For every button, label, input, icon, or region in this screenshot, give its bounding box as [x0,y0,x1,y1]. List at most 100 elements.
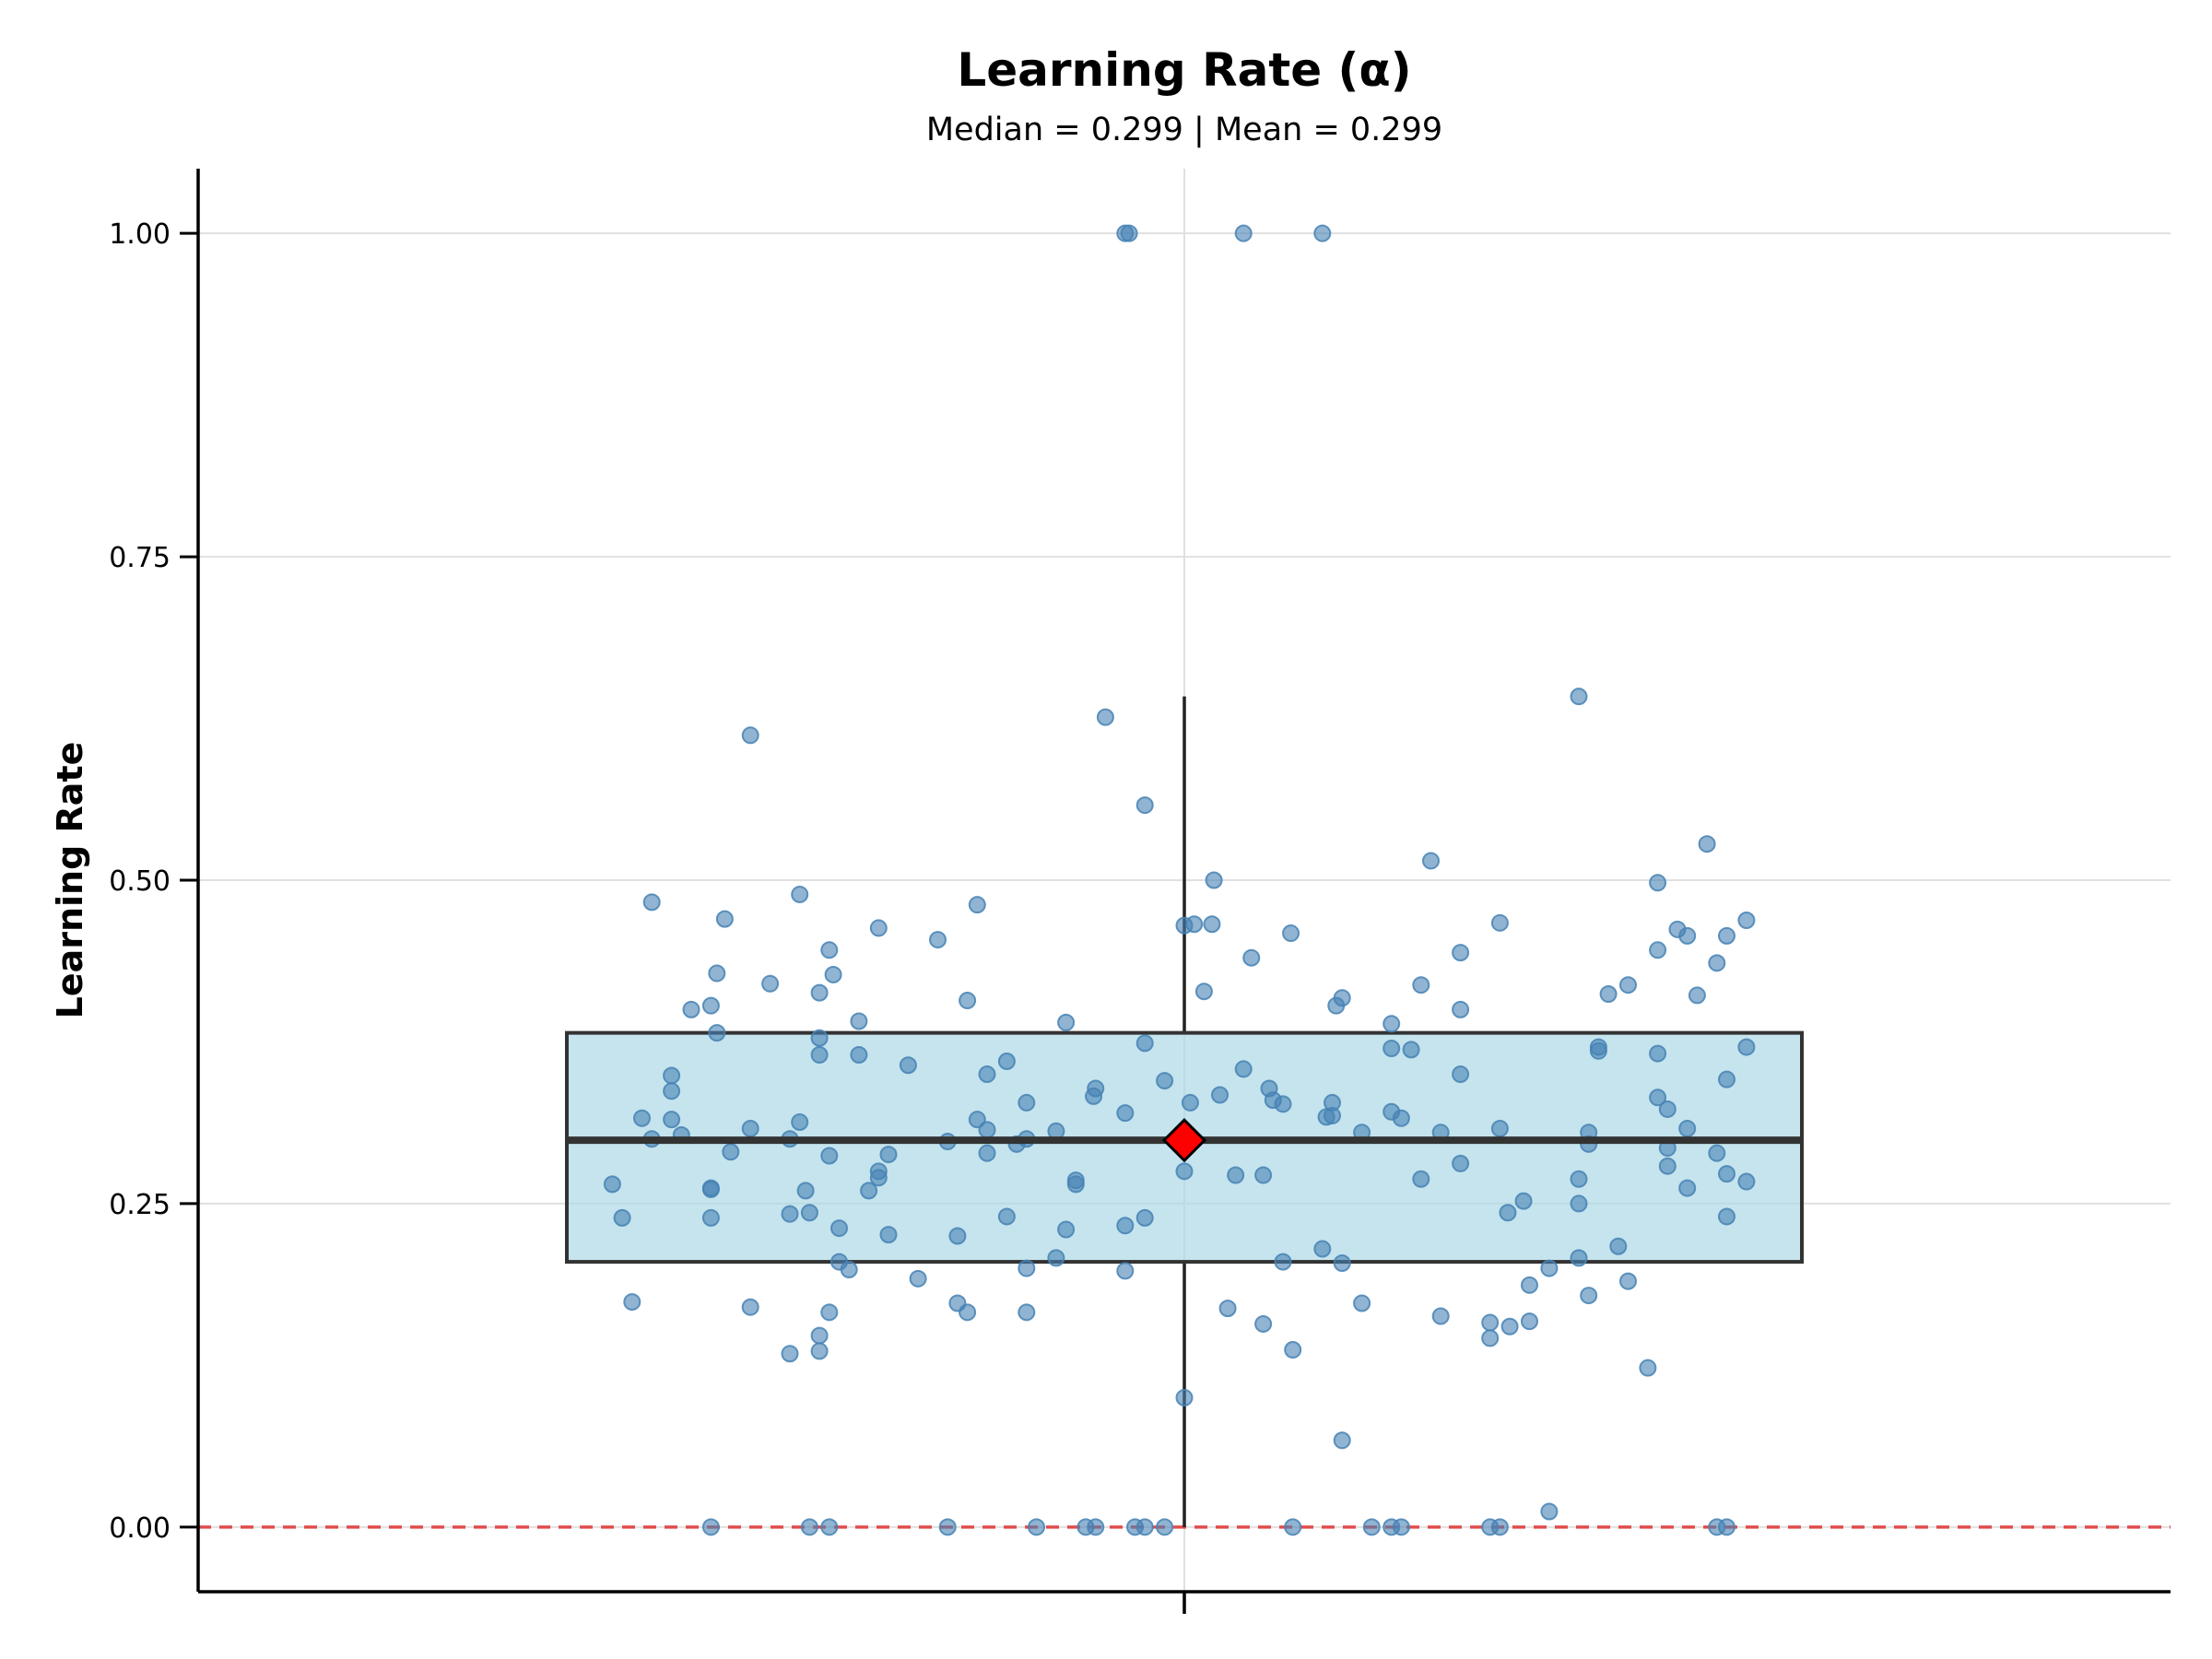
data-point [1490,1119,1509,1137]
data-point [1135,1208,1154,1227]
data-point [1362,1518,1381,1536]
data-point [663,1066,681,1085]
data-point [1313,1240,1332,1258]
data-point [1540,1259,1559,1277]
data-point [1649,1088,1667,1107]
data-point [1658,1157,1677,1175]
data-point [663,1082,681,1100]
data-point [1609,1237,1628,1255]
data-point [810,1045,829,1064]
data-point [1718,926,1735,945]
data-point [968,1111,986,1129]
data-point [1317,1108,1335,1126]
data-point [820,941,839,959]
data-point [1382,1039,1401,1057]
y-tick-label: 0.75 [109,542,171,574]
y-tick-label: 0.50 [109,865,171,898]
data-point [1116,1262,1135,1280]
data-point [1452,944,1470,962]
data-point [1688,986,1706,1005]
data-point [850,1045,868,1064]
data-point [1698,835,1716,853]
data-point [1047,1249,1065,1267]
data-point [781,1345,799,1363]
data-point [879,1226,898,1244]
data-point [1540,1502,1559,1521]
data-point [791,885,809,903]
data-point [1234,1060,1253,1078]
data-point [1718,1207,1735,1226]
data-point [1678,1119,1697,1137]
data-point [701,996,720,1015]
data-point [810,1029,829,1047]
data-point [1274,1095,1292,1113]
data-point [1057,1013,1076,1031]
data-point [1175,916,1194,935]
data-point [1116,1217,1135,1235]
data-point [1570,688,1588,706]
data-point [1708,1144,1726,1162]
data-point [663,1111,681,1129]
data-point [1087,1518,1105,1536]
data-point [722,1143,740,1161]
data-point [1718,1165,1735,1183]
data-point [1254,1166,1273,1184]
data-point [682,1000,700,1018]
data-points [603,224,1756,1536]
data-point [613,1208,631,1227]
data-point [791,1112,809,1131]
data-point [715,910,734,928]
data-point [1481,1329,1500,1347]
data-point [1211,1086,1230,1104]
data-point [1499,1204,1517,1222]
data-point [1181,1093,1199,1112]
y-tick-label: 1.00 [109,218,171,251]
data-point [1708,954,1726,972]
chart-subtitle: Median = 0.299 | Mean = 0.299 [926,112,1442,148]
data-point [1234,224,1253,242]
data-point [830,1219,848,1238]
data-point [1452,1065,1470,1084]
data-point [741,1119,759,1137]
data-point [1452,1154,1470,1172]
data-point [1737,1038,1756,1056]
mean-marker [1161,1118,1207,1163]
data-point [938,1518,957,1536]
data-point [603,1175,621,1194]
y-tick-label: 0.25 [109,1189,171,1221]
data-point [1284,1341,1302,1359]
data-point [1156,1518,1174,1536]
data-point [1570,1194,1588,1213]
data-point [1619,1272,1637,1290]
data-point [1500,1317,1519,1335]
data-point [959,1303,977,1322]
data-point [948,1227,967,1245]
data-point [1392,1518,1410,1536]
data-point [1135,796,1154,815]
data-point [1580,1287,1598,1305]
data-point [1175,1162,1194,1181]
data-point [800,1204,818,1222]
data-point [1284,1518,1302,1536]
data-point [1327,996,1346,1015]
data-point [1490,913,1509,932]
data-point [1156,1072,1174,1090]
data-point [1599,985,1618,1004]
data-point [1589,1041,1607,1060]
data-point [810,1326,829,1345]
data-point [1521,1312,1538,1331]
data-point [1481,1313,1500,1332]
data-point [800,1518,818,1536]
y-tick-label: 0.00 [109,1512,171,1545]
data-point [1116,1104,1135,1123]
data-point [1412,1170,1430,1188]
data-point [1521,1276,1538,1294]
data-point [860,1182,878,1200]
data-point [1353,1294,1371,1312]
data-point [978,1065,996,1084]
data-point [1333,1253,1351,1272]
data-point [1018,1093,1036,1112]
data-point [1649,941,1667,959]
data-point [1028,1518,1045,1536]
data-point [1227,1166,1245,1184]
